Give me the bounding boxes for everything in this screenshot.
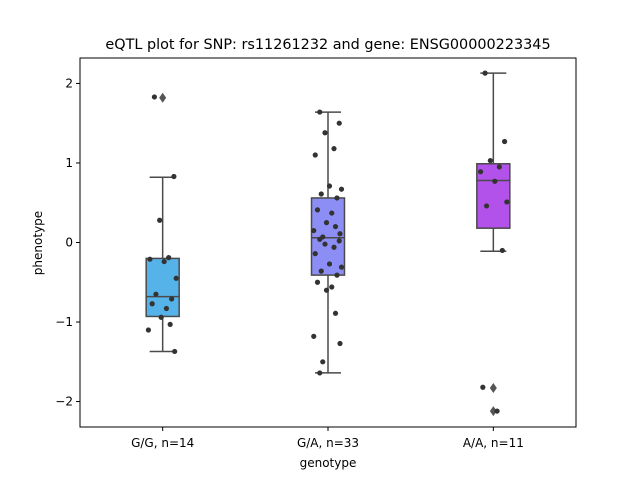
data-point [501,138,508,145]
y-tick-label: −1 [55,315,73,329]
data-point [317,236,323,242]
box-group [476,70,511,417]
data-point [318,268,324,274]
data-point [166,255,172,261]
data-point [331,146,337,152]
box [476,163,511,229]
data-point [326,261,333,267]
data-point [326,183,333,189]
data-point [147,256,153,262]
data-point [311,333,317,339]
box-group [310,109,346,376]
data-point [338,264,345,270]
data-point [477,169,484,175]
data-point [483,203,490,209]
x-tick-label: A/A, n=11 [463,436,524,450]
y-tick-label: 2 [65,76,73,90]
data-point [311,227,317,234]
x-tick-label: G/G, n=14 [131,436,194,450]
data-point [158,314,164,320]
data-point [157,217,163,223]
data-point [153,291,159,297]
data-point [172,348,178,355]
data-point [312,152,318,158]
data-point [496,164,502,170]
data-point [323,220,330,226]
y-axis: 2 1 0 −1 −2 [55,76,80,409]
data-point [151,94,158,100]
y-tick-label: 1 [65,156,73,170]
data-point [334,272,340,278]
x-axis-label: genotype [300,456,357,470]
box [145,257,180,318]
data-point [314,207,321,213]
y-tick-label: 0 [65,236,73,250]
y-axis-label: phenotype [31,211,45,275]
data-point [320,359,326,365]
data-point [161,258,167,265]
data-point [329,284,335,290]
data-point [332,310,339,316]
y-tick-label: −2 [55,395,73,409]
plot-area [145,70,511,417]
data-point [482,70,488,76]
data-point [336,238,342,244]
outlier-marker [489,406,497,417]
data-point [312,251,318,257]
data-point [317,109,323,115]
data-point [494,408,500,414]
data-point [149,301,155,307]
data-point [314,279,321,285]
data-point [337,340,343,347]
data-point [337,231,343,237]
data-point [499,247,505,254]
data-point [480,384,486,390]
data-point [169,296,175,302]
data-point [487,157,493,164]
data-point [322,241,328,247]
box-group [145,92,180,355]
data-point [145,327,152,333]
x-tick-label: G/A, n=33 [297,436,359,450]
data-point [317,370,323,376]
chart-title: eQTL plot for SNP: rs11261232 and gene: … [105,37,550,53]
data-point [332,223,339,230]
data-point [338,186,345,192]
outlier-marker [489,383,497,394]
data-point [492,178,498,184]
data-point [334,195,340,201]
data-point [329,210,335,216]
data-point [322,130,328,136]
data-point [504,199,510,205]
data-point [331,244,337,250]
data-point [318,191,324,197]
data-point [336,120,342,126]
data-point [163,305,170,312]
data-point [171,173,177,180]
x-axis: G/G, n=14 G/A, n=33 A/A, n=11 [131,427,524,450]
data-point [323,287,330,293]
data-point [173,275,179,281]
data-point [167,321,173,328]
outlier-marker [159,92,167,103]
